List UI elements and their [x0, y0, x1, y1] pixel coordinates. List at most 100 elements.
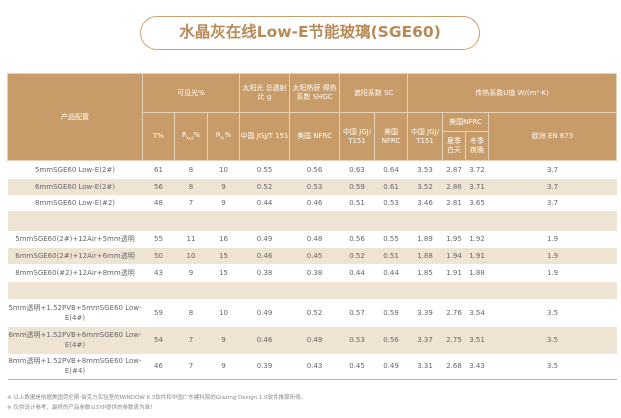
- col-rout: Rout%: [174, 112, 208, 161]
- value-cell: 0.44: [383, 268, 399, 277]
- col-visible: 可见光%: [141, 73, 241, 113]
- table-row: 6mmSGE60 Low-E(2#) 56 8 9 0.52 0.53 0.59 0.61 3.…: [7, 178, 617, 195]
- col-config: 产品配置: [7, 73, 143, 161]
- value-cell: 3.31: [407, 353, 443, 380]
- value-cell: 0.51: [349, 198, 365, 207]
- value-cell: 0.59: [383, 308, 399, 317]
- value-cell: 0.53: [289, 178, 340, 195]
- table-row: 8mmSGE60 Low-E(#2) 48 7 9 0.44 0.46 0.51 0.53 3.…: [8, 195, 617, 211]
- value-cell: 46: [142, 353, 175, 380]
- value-cell: 0.53: [339, 326, 375, 354]
- value-cell: 3.53: [417, 165, 433, 174]
- table-row: 6mm透明+1.52PVB+6mmSGE60 Low-E(4#) 54 7 9 0.46…: [7, 326, 617, 354]
- value-cell: 3.46: [417, 198, 433, 207]
- value-cell: 54: [142, 326, 175, 354]
- value-cell: 0.56: [306, 165, 323, 174]
- value-cell: 10: [219, 165, 228, 174]
- col-solar: 太阳光 总透射比 g: [239, 73, 291, 113]
- value-cell: 1.92: [469, 235, 485, 243]
- table-row: 5mmSGE60(2#)+12Air+5mm透明 55 11 16 0.49 0.48 0.…: [8, 231, 617, 248]
- spacer-row: [7, 281, 617, 299]
- value-cell: 7: [188, 198, 194, 207]
- value-cell: 2.86: [442, 178, 466, 195]
- value-cell: 0.45: [339, 353, 375, 380]
- value-cell: 3.7: [488, 178, 617, 195]
- value-cell: 2.76: [446, 308, 462, 317]
- value-cell: 0.56: [374, 326, 408, 354]
- col-u: 传热系数U值 W/(m²·K): [407, 73, 618, 113]
- value-cell: 3.51: [465, 326, 489, 354]
- spacer-cell: [7, 210, 617, 231]
- value-cell: 0.48: [306, 235, 323, 243]
- value-cell: 1.9: [546, 268, 559, 277]
- value-cell: 9: [207, 353, 240, 380]
- value-cell: 1.85: [417, 268, 433, 277]
- value-cell: 9: [221, 198, 226, 207]
- config-cell: 8mmSGE60(#2)+12Air+8mm透明: [15, 268, 135, 277]
- value-cell: 0.52: [239, 178, 290, 195]
- col-rin: Rin%: [206, 112, 241, 161]
- value-cell: 8: [188, 165, 194, 174]
- config-cell: 6mm透明+1.52PVB+6mmSGE60 Low-E(4#): [7, 326, 143, 354]
- value-cell: 2.75: [442, 326, 466, 354]
- config-cell: 5mmSGE60 Low-E(2#): [34, 165, 116, 174]
- value-cell: 3.37: [407, 326, 443, 354]
- value-cell: 0.46: [306, 198, 323, 207]
- value-cell: 0.49: [289, 326, 340, 354]
- value-cell: 0.44: [349, 268, 365, 277]
- config-cell: 8mm透明+1.52PVB+8mmSGE60 Low-E(#4): [7, 353, 143, 380]
- value-cell: 0.49: [256, 308, 273, 317]
- table-row: 8mmSGE60(#2)+12Air+8mm透明 43 9 15 0.38 0.38 0.4…: [8, 264, 617, 282]
- col-u-eu: 欧洲 EN 673: [488, 112, 618, 161]
- value-cell: 3.5: [546, 308, 559, 317]
- value-cell: 1.95: [446, 235, 462, 243]
- config-cell: 5mm透明+1.52PVB+5mmSGE60 Low-E(4#): [8, 303, 142, 322]
- col-solar-cn: 中国 JGJ/T 151: [239, 112, 291, 161]
- value-cell: 0.38: [256, 268, 273, 277]
- table-row: 6mmSGE60(2#)+12Air+6mm透明 50 10 15 0.46 0.45 0.…: [7, 247, 617, 264]
- value-cell: 59: [154, 308, 163, 317]
- value-cell: 3.43: [465, 353, 489, 380]
- value-cell: 3.72: [469, 165, 485, 174]
- value-cell: 9: [207, 326, 240, 354]
- value-cell: 0.38: [306, 268, 323, 277]
- value-cell: 3.71: [465, 178, 489, 195]
- value-cell: 56: [142, 178, 175, 195]
- value-cell: 0.43: [289, 353, 340, 380]
- col-u-cn: 中国 JGJ/ T151: [407, 112, 444, 161]
- value-cell: 2.87: [446, 165, 462, 174]
- footnote: ※ 以上数据是依据美国劳伦斯·伯克力实验室的WINDOW 6.3软件和中国广东建…: [7, 395, 307, 401]
- col-winter: 冬季 夜晚: [465, 131, 490, 161]
- value-cell: 0.59: [339, 178, 375, 195]
- value-cell: 0.52: [306, 308, 323, 317]
- value-cell: 10: [174, 247, 208, 264]
- value-cell: 1.88: [469, 268, 485, 277]
- value-cell: 0.55: [383, 235, 399, 243]
- value-cell: 1.9: [546, 235, 559, 243]
- value-cell: 50: [142, 247, 175, 264]
- spacer-row: [7, 210, 617, 231]
- col-summer: 夏季 白天: [442, 131, 467, 161]
- value-cell: 0.49: [374, 353, 408, 380]
- col-sc-us: 美国 NFRC: [374, 112, 409, 161]
- config-cell: 6mmSGE60(2#)+12Air+6mm透明: [7, 247, 143, 264]
- value-cell: 0.55: [256, 165, 273, 174]
- value-cell: 0.51: [374, 247, 408, 264]
- value-cell: 0.46: [239, 247, 290, 264]
- value-cell: 3.65: [469, 198, 485, 207]
- value-cell: 0.57: [349, 308, 365, 317]
- value-cell: 3.52: [407, 178, 443, 195]
- col-t: T%: [142, 112, 175, 161]
- value-cell: 3.5: [488, 353, 617, 380]
- value-cell: 16: [219, 235, 228, 243]
- value-cell: 11: [186, 235, 196, 243]
- table-row: 5mm透明+1.52PVB+5mmSGE60 Low-E(4#) 59 8 10 0.4…: [8, 299, 617, 327]
- value-cell: 15: [219, 268, 228, 277]
- value-cell: 1.9: [488, 247, 617, 264]
- value-cell: 3.54: [469, 308, 485, 317]
- value-cell: 1.89: [417, 235, 433, 243]
- value-cell: 0.64: [383, 165, 399, 174]
- table-row: 5mmSGE60 Low-E(2#) 61 8 10 0.55 0.56 0.63 0.64 3…: [8, 161, 617, 179]
- value-cell: 0.56: [349, 235, 365, 243]
- value-cell: 0.46: [239, 326, 290, 354]
